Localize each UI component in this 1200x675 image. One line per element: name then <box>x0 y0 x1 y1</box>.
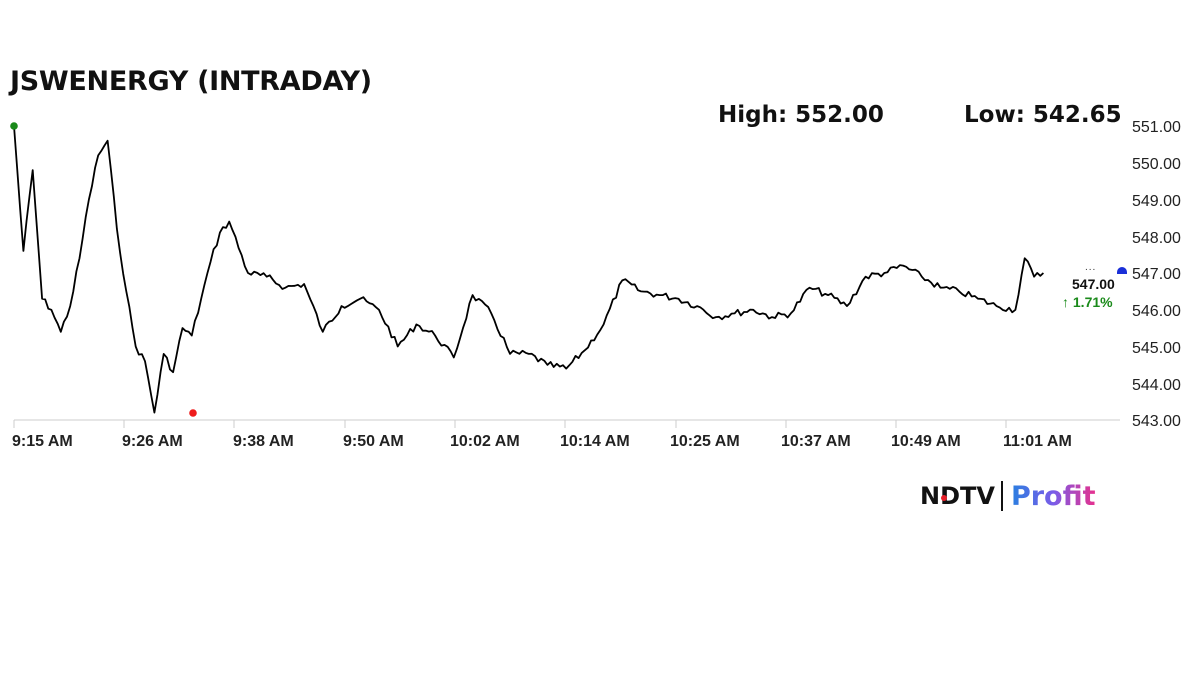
x-axis-labels: 9:15 AM 9:26 AM 9:38 AM 9:50 AM 10:02 AM… <box>12 433 1072 450</box>
logo-divider <box>1000 481 1003 511</box>
price-line-chart: 551.00 550.00 549.00 548.00 547.00 546.0… <box>10 119 1181 450</box>
last-price-label: 547.00 <box>1072 276 1115 292</box>
y-tick: 548.00 <box>1132 230 1181 247</box>
profit-wordmark: Profit <box>1010 480 1096 512</box>
x-tick: 9:38 AM <box>233 433 294 450</box>
y-axis-labels: 551.00 550.00 549.00 548.00 547.00 546.0… <box>1132 119 1181 430</box>
day-low-label: Low: 542.65 <box>964 102 1122 128</box>
x-tick: 9:50 AM <box>343 433 404 450</box>
y-tick: 549.00 <box>1132 193 1181 210</box>
y-tick: 547.00 <box>1132 266 1181 283</box>
last-price-marker <box>1117 267 1127 274</box>
more-indicator: ... <box>1085 262 1097 273</box>
price-line <box>13 125 1045 414</box>
percent-change-label: ↑ 1.71% <box>1062 294 1113 310</box>
day-low-marker <box>189 409 197 417</box>
x-tick: 10:37 AM <box>781 433 851 450</box>
ndtv-profit-logo: NDTV Profit <box>920 478 1096 514</box>
x-tick: 9:26 AM <box>122 433 183 450</box>
x-tick: 10:49 AM <box>891 433 961 450</box>
ndtv-red-dot <box>941 495 947 501</box>
y-tick: 550.00 <box>1132 156 1181 173</box>
x-tick: 10:25 AM <box>670 433 740 450</box>
y-tick: 544.00 <box>1132 377 1181 394</box>
y-tick: 551.00 <box>1132 119 1181 136</box>
chart-title: JSWENERGY (INTRADAY) <box>10 66 372 97</box>
x-tick: 10:02 AM <box>450 433 520 450</box>
x-axis-ticks <box>13 420 1007 428</box>
y-tick: 546.00 <box>1132 303 1181 320</box>
x-tick: 10:14 AM <box>560 433 630 450</box>
y-tick: 543.00 <box>1132 413 1181 430</box>
y-tick: 545.00 <box>1132 340 1181 357</box>
x-tick: 9:15 AM <box>12 433 73 450</box>
x-tick: 11:01 AM <box>1003 433 1072 450</box>
open-marker <box>10 122 18 130</box>
ndtv-wordmark: NDTV <box>920 482 995 510</box>
day-high-label: High: 552.00 <box>718 102 884 128</box>
